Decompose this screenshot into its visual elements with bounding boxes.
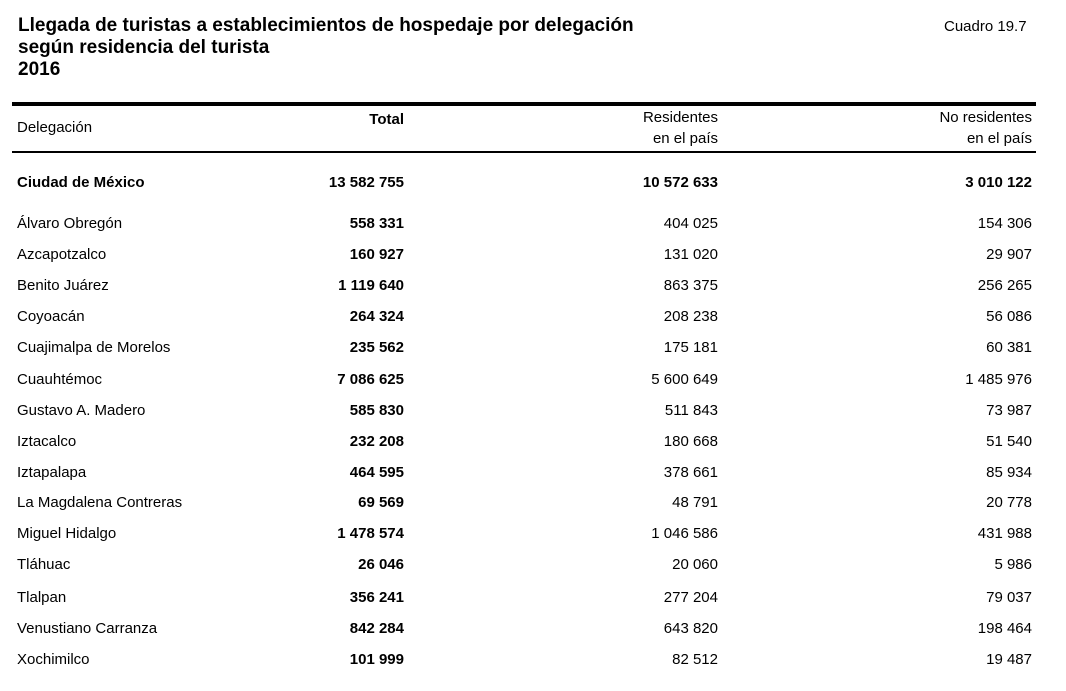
summary-row: Ciudad de México 13 582 755 10 572 633 3… bbox=[0, 172, 1066, 194]
header-no-residentes: No residentes en el país bbox=[939, 107, 1032, 149]
row-name: Cuajimalpa de Morelos bbox=[17, 339, 171, 356]
row-residentes: 20 060 bbox=[672, 556, 718, 573]
summary-no-residentes: 3 010 122 bbox=[965, 174, 1032, 191]
row-residentes: 48 791 bbox=[672, 494, 718, 511]
row-name: Miguel Hidalgo bbox=[17, 525, 117, 542]
row-name: Coyoacán bbox=[17, 308, 85, 325]
summary-total: 13 582 755 bbox=[328, 174, 404, 191]
table-row: Gustavo A. Madero 585 830 511 843 73 987 bbox=[0, 400, 1066, 422]
header-residentes-line-2: en el país bbox=[652, 130, 718, 147]
row-name: Tláhuac bbox=[17, 556, 71, 573]
header-no-residentes-line-2: en el país bbox=[966, 130, 1032, 147]
row-total: 842 284 bbox=[349, 620, 404, 637]
row-total: 558 331 bbox=[349, 215, 404, 232]
header-delegacion: Delegación bbox=[17, 119, 93, 136]
header-residentes: Residentes en el país bbox=[643, 107, 718, 149]
row-name: La Magdalena Contreras bbox=[17, 494, 183, 511]
row-no-residentes: 51 540 bbox=[986, 433, 1032, 450]
row-no-residentes: 56 086 bbox=[986, 308, 1032, 325]
row-no-residentes: 60 381 bbox=[986, 339, 1032, 356]
row-residentes: 131 020 bbox=[663, 246, 718, 263]
table-row: Coyoacán 264 324 208 238 56 086 bbox=[0, 306, 1066, 328]
row-name: Cuauhtémoc bbox=[17, 371, 103, 388]
row-no-residentes: 431 988 bbox=[977, 525, 1032, 542]
row-residentes: 5 600 649 bbox=[651, 371, 718, 388]
row-total: 69 569 bbox=[358, 494, 404, 511]
row-name: Álvaro Obregón bbox=[17, 215, 123, 232]
row-residentes: 378 661 bbox=[663, 464, 718, 481]
header-bottom-rule bbox=[12, 151, 1036, 153]
row-total: 7 086 625 bbox=[337, 371, 404, 388]
row-residentes: 1 046 586 bbox=[651, 525, 718, 542]
table-row: Álvaro Obregón 558 331 404 025 154 306 bbox=[0, 213, 1066, 235]
row-name: Iztapalapa bbox=[17, 464, 87, 481]
table-row: Iztapalapa 464 595 378 661 85 934 bbox=[0, 462, 1066, 484]
row-name: Tlalpan bbox=[17, 589, 67, 606]
row-name: Azcapotzalco bbox=[17, 246, 107, 263]
row-total: 1 119 640 bbox=[338, 277, 404, 294]
row-no-residentes: 1 485 976 bbox=[965, 371, 1032, 388]
row-residentes: 277 204 bbox=[663, 589, 718, 606]
row-residentes: 404 025 bbox=[663, 215, 718, 232]
title-line-2: según residencia del turista bbox=[18, 37, 270, 58]
row-no-residentes: 20 778 bbox=[986, 494, 1032, 511]
row-residentes: 643 820 bbox=[663, 620, 718, 637]
row-residentes: 180 668 bbox=[663, 433, 718, 450]
row-total: 464 595 bbox=[349, 464, 404, 481]
row-residentes: 175 181 bbox=[663, 339, 718, 356]
row-no-residentes: 19 487 bbox=[986, 651, 1032, 668]
table-row: Cuauhtémoc 7 086 625 5 600 649 1 485 976 bbox=[0, 369, 1066, 391]
table-row: Tláhuac 26 046 20 060 5 986 bbox=[0, 554, 1066, 576]
row-no-residentes: 256 265 bbox=[977, 277, 1032, 294]
row-residentes: 511 843 bbox=[664, 402, 718, 419]
table-row: Miguel Hidalgo 1 478 574 1 046 586 431 9… bbox=[0, 523, 1066, 545]
table-row: Tlalpan 356 241 277 204 79 037 bbox=[0, 587, 1066, 609]
table-title: Llegada de turistas a establecimientos d… bbox=[18, 15, 634, 81]
title-line-1: Llegada de turistas a establecimientos d… bbox=[18, 15, 634, 36]
summary-residentes: 10 572 633 bbox=[642, 174, 718, 191]
table-row: Venustiano Carranza 842 284 643 820 198 … bbox=[0, 618, 1066, 640]
row-residentes: 863 375 bbox=[663, 277, 718, 294]
header-no-residentes-line-1: No residentes bbox=[939, 109, 1032, 126]
row-name: Venustiano Carranza bbox=[17, 620, 158, 637]
row-total: 356 241 bbox=[349, 589, 404, 606]
table-number: Cuadro 19.7 bbox=[944, 18, 1027, 35]
title-year: 2016 bbox=[18, 59, 61, 80]
row-total: 264 324 bbox=[349, 308, 404, 325]
table-row: Benito Juárez 1 119 640 863 375 256 265 bbox=[0, 275, 1066, 297]
row-no-residentes: 29 907 bbox=[986, 246, 1032, 263]
table-row: Iztacalco 232 208 180 668 51 540 bbox=[0, 431, 1066, 453]
row-total: 26 046 bbox=[358, 556, 404, 573]
row-no-residentes: 198 464 bbox=[977, 620, 1032, 637]
row-no-residentes: 85 934 bbox=[986, 464, 1032, 481]
table-row: Cuajimalpa de Morelos 235 562 175 181 60… bbox=[0, 337, 1066, 359]
row-total: 235 562 bbox=[349, 339, 404, 356]
row-name: Gustavo A. Madero bbox=[17, 402, 146, 419]
row-residentes: 208 238 bbox=[663, 308, 718, 325]
row-total: 232 208 bbox=[349, 433, 404, 450]
header-residentes-line-1: Residentes bbox=[642, 109, 718, 126]
table-row: Xochimilco 101 999 82 512 19 487 bbox=[0, 649, 1066, 671]
table-row: Azcapotzalco 160 927 131 020 29 907 bbox=[0, 244, 1066, 266]
row-name: Iztacalco bbox=[17, 433, 77, 450]
row-no-residentes: 5 986 bbox=[994, 556, 1032, 573]
row-total: 160 927 bbox=[349, 246, 404, 263]
row-no-residentes: 79 037 bbox=[986, 589, 1032, 606]
summary-name: Ciudad de México bbox=[17, 174, 145, 191]
table-row: La Magdalena Contreras 69 569 48 791 20 … bbox=[0, 492, 1066, 514]
row-total: 585 830 bbox=[349, 402, 404, 419]
header-top-rule bbox=[12, 102, 1036, 106]
row-total: 1 478 574 bbox=[337, 525, 404, 542]
row-name: Xochimilco bbox=[17, 651, 90, 668]
row-residentes: 82 512 bbox=[672, 651, 718, 668]
row-no-residentes: 154 306 bbox=[977, 215, 1032, 232]
row-name: Benito Juárez bbox=[17, 277, 109, 294]
header-total: Total bbox=[369, 111, 404, 128]
row-no-residentes: 73 987 bbox=[986, 402, 1032, 419]
row-total: 101 999 bbox=[349, 651, 404, 668]
